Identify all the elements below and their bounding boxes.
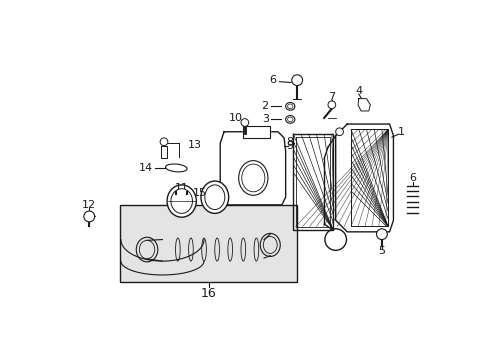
Polygon shape — [243, 126, 270, 138]
Circle shape — [84, 211, 95, 222]
Text: 6: 6 — [269, 75, 276, 85]
FancyBboxPatch shape — [120, 205, 297, 282]
Polygon shape — [357, 99, 369, 111]
Ellipse shape — [201, 181, 228, 213]
Text: 12: 12 — [82, 200, 96, 210]
Text: 16: 16 — [201, 287, 216, 300]
Text: 1: 1 — [397, 127, 404, 137]
Text: 2: 2 — [261, 101, 268, 111]
Text: 8: 8 — [285, 137, 292, 147]
Polygon shape — [350, 130, 387, 226]
Ellipse shape — [165, 164, 187, 172]
Polygon shape — [335, 124, 393, 232]
Text: 11: 11 — [174, 183, 188, 193]
Ellipse shape — [260, 233, 280, 256]
Text: 3: 3 — [261, 114, 268, 125]
Ellipse shape — [136, 237, 158, 262]
Circle shape — [376, 229, 386, 239]
Polygon shape — [293, 134, 333, 230]
Ellipse shape — [285, 103, 294, 110]
Ellipse shape — [171, 189, 192, 213]
Circle shape — [324, 229, 346, 250]
Text: 6: 6 — [408, 173, 415, 183]
Circle shape — [291, 75, 302, 86]
Circle shape — [241, 119, 248, 126]
Text: 7: 7 — [327, 92, 335, 102]
Text: 13: 13 — [187, 140, 202, 150]
Circle shape — [327, 101, 335, 109]
Ellipse shape — [285, 116, 294, 123]
Text: 14: 14 — [139, 163, 153, 173]
Text: 4: 4 — [354, 86, 362, 96]
Ellipse shape — [238, 161, 267, 195]
Text: 10: 10 — [228, 113, 242, 123]
Polygon shape — [220, 132, 285, 205]
Ellipse shape — [167, 185, 196, 217]
Text: 5: 5 — [378, 246, 385, 256]
Circle shape — [335, 128, 343, 136]
Circle shape — [160, 138, 167, 145]
Text: 15: 15 — [192, 188, 206, 198]
Text: 9: 9 — [286, 141, 293, 150]
Polygon shape — [161, 145, 167, 158]
